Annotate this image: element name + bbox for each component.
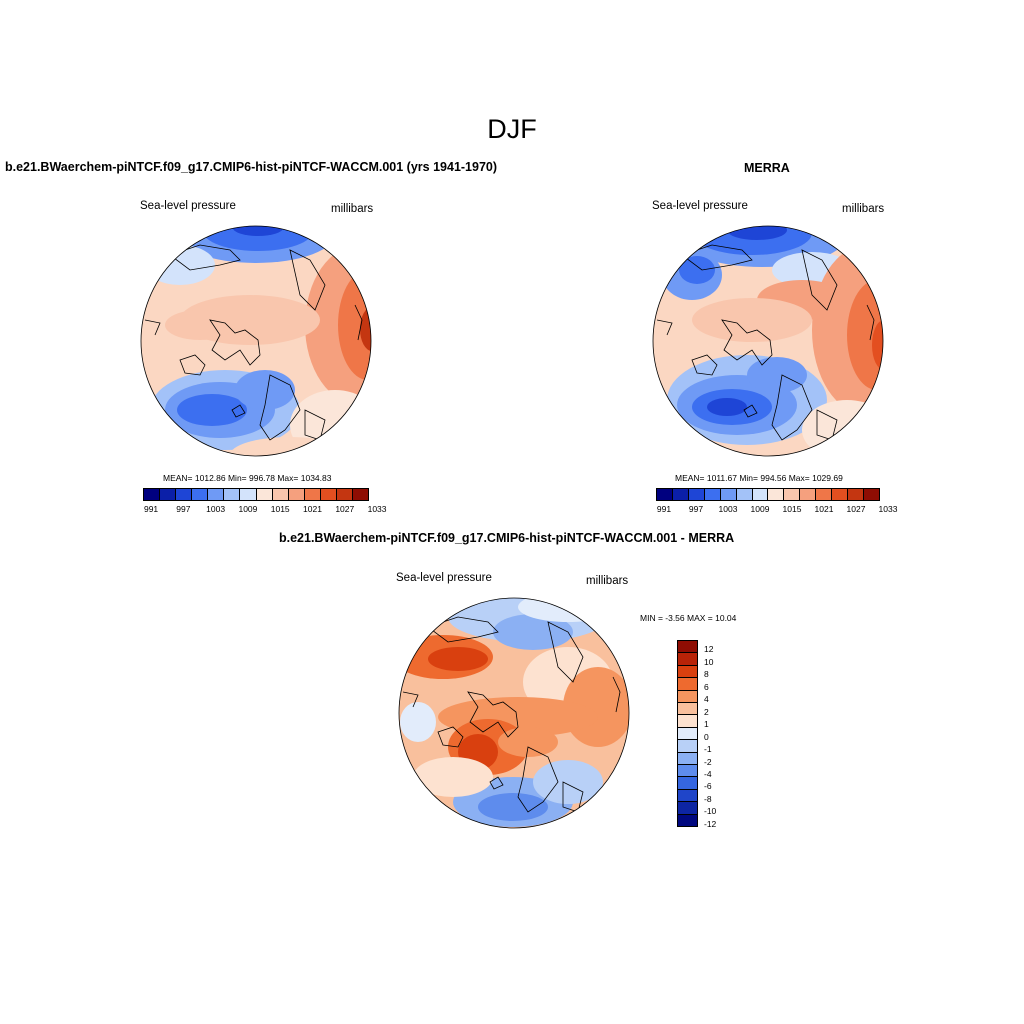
colorbar-swatch (160, 489, 177, 500)
diff-variable-label: Sea-level pressure (396, 572, 492, 584)
model-panel-title: b.e21.BWaerchem-piNTCF.f09_g17.CMIP6-his… (5, 160, 498, 174)
colorbar-tick-label: 10 (704, 656, 714, 667)
colorbar-swatch (208, 489, 225, 500)
colorbar-swatch (304, 489, 321, 500)
colorbar-tick-label: 997 (688, 504, 704, 514)
colorbar-tick-label: 1015 (782, 504, 802, 514)
colorbar-tick-label: -10 (704, 806, 717, 817)
colorbar-tick-label: 1 (704, 719, 709, 730)
obs-panel-title: MERRA (744, 161, 790, 175)
colorbar-swatch (678, 802, 697, 815)
colorbar-tick-label: 1033 (367, 504, 387, 514)
colorbar-tick-label: 1021 (814, 504, 834, 514)
diff-stats: MIN = -3.56 MAX = 10.04 (640, 613, 737, 623)
colorbar-tick-label: -6 (704, 781, 712, 792)
diff-panel-title: b.e21.BWaerchem-piNTCF.f09_g17.CMIP6-his… (279, 531, 735, 545)
colorbar-swatch (832, 489, 849, 500)
colorbar-swatch (353, 489, 369, 500)
colorbar-swatch (176, 489, 193, 500)
colorbar-tick-label: -2 (704, 756, 712, 767)
colorbar-swatch (688, 489, 705, 500)
colorbar-swatch (678, 653, 697, 666)
colorbar-tick-label: 1003 (206, 504, 226, 514)
colorbar-swatch (320, 489, 337, 500)
colorbar-tick-label: 1009 (750, 504, 770, 514)
colorbar-swatch (848, 489, 864, 500)
obs-polar-map (652, 225, 884, 457)
model-variable-label: Sea-level pressure (140, 200, 236, 212)
colorbar-swatch (736, 489, 753, 500)
model-polar-map (140, 225, 372, 457)
colorbar-swatch (678, 789, 697, 803)
colorbar-tick-label: 6 (704, 681, 709, 692)
colorbar-swatch (288, 489, 305, 500)
colorbar-swatch (678, 752, 697, 766)
colorbar-swatch (272, 489, 289, 500)
colorbar-swatch (192, 489, 209, 500)
colorbar-swatch (256, 489, 273, 500)
diff-polar-map (398, 597, 630, 829)
colorbar-tick-label: 8 (704, 669, 709, 680)
colorbar-swatch (678, 727, 697, 741)
colorbar-swatch (863, 489, 879, 500)
colorbar-tick-label: 0 (704, 731, 709, 742)
figure-title: DJF (487, 114, 537, 144)
colorbar-tick-label: 1027 (846, 504, 866, 514)
colorbar-swatch (240, 489, 257, 500)
colorbar-swatch (336, 489, 354, 500)
colorbar-swatch (678, 715, 697, 728)
colorbar-tick-label: 2 (704, 706, 709, 717)
obs-colorbar (656, 488, 880, 501)
colorbar-tick-label: -4 (704, 769, 712, 780)
colorbar-swatch (144, 489, 161, 500)
colorbar-tick-label: 4 (704, 694, 709, 705)
model-colorbar (143, 488, 369, 501)
colorbar-tick-label: -12 (704, 818, 717, 829)
colorbar-swatch (768, 489, 785, 500)
colorbar-swatch (657, 489, 673, 500)
colorbar-swatch (672, 489, 689, 500)
colorbar-swatch (678, 678, 697, 691)
colorbar-swatch (224, 489, 241, 500)
colorbar-swatch (704, 489, 721, 500)
model-stats: MEAN= 1012.86 Min= 996.78 Max= 1034.83 (163, 473, 332, 483)
obs-variable-label: Sea-level pressure (652, 200, 748, 212)
diff-colorbar-ticks: 12 10 8 6 4 2 1 0 -1 -2 -4 -6 -8 -10 -12 (704, 640, 734, 829)
colorbar-swatch (678, 814, 697, 827)
colorbar-tick-label: 1003 (718, 504, 738, 514)
obs-units-label: millibars (842, 203, 885, 215)
colorbar-swatch (720, 489, 737, 500)
colorbar-tick-label: 12 (704, 644, 714, 655)
colorbar-tick-label: 1021 (303, 504, 322, 514)
diff-colorbar (677, 640, 698, 827)
obs-colorbar-ticks: 991 997 1003 1009 1015 1021 1027 1033 (656, 504, 898, 516)
colorbar-swatch (784, 489, 801, 500)
colorbar-swatch (678, 740, 697, 753)
colorbar-swatch (752, 489, 769, 500)
colorbar-swatch (678, 765, 697, 778)
colorbar-tick-label: 991 (656, 504, 672, 514)
colorbar-tick-label: 997 (176, 504, 191, 514)
colorbar-swatch (816, 489, 833, 500)
colorbar-tick-label: -8 (704, 793, 712, 804)
model-colorbar-ticks: 991 997 1003 1009 1015 1021 1027 1033 (143, 504, 387, 516)
colorbar-tick-label: 991 (143, 504, 159, 514)
diff-units-label: millibars (586, 575, 629, 587)
colorbar-swatch (678, 703, 697, 716)
colorbar-swatch (678, 690, 697, 704)
colorbar-tick-label: 1033 (878, 504, 898, 514)
colorbar-swatch (678, 665, 697, 679)
colorbar-swatch (678, 641, 697, 654)
colorbar-tick-label: 1009 (238, 504, 258, 514)
colorbar-swatch (678, 777, 697, 790)
colorbar-swatch (800, 489, 817, 500)
obs-stats: MEAN= 1011.67 Min= 994.56 Max= 1029.69 (675, 473, 843, 483)
model-units-label: millibars (331, 203, 374, 215)
colorbar-tick-label: -1 (704, 744, 712, 755)
colorbar-tick-label: 1015 (270, 504, 290, 514)
colorbar-tick-label: 1027 (335, 504, 355, 514)
